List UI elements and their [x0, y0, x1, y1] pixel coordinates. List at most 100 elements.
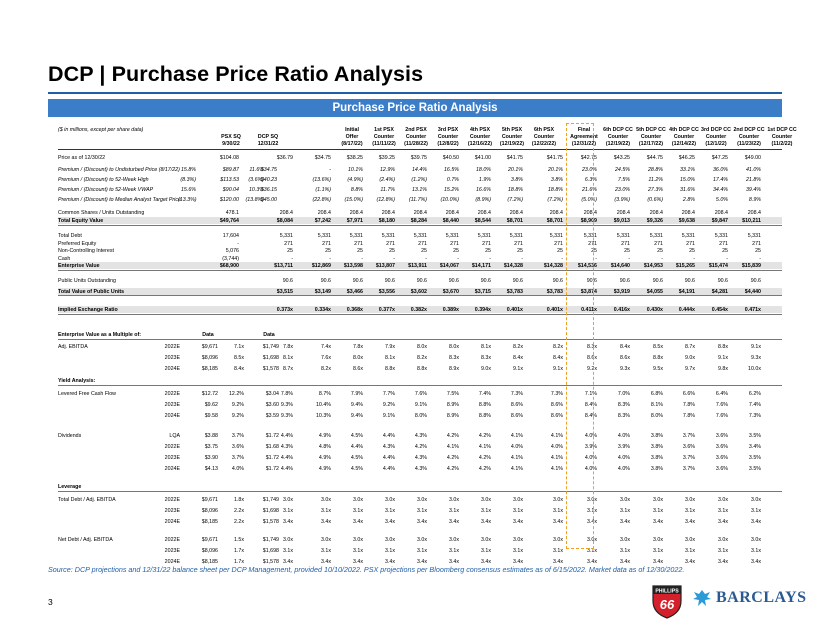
- cell-value: 3.4x: [448, 519, 459, 525]
- column-header: Counter: [640, 134, 662, 140]
- cell-value: 0.7%: [446, 177, 459, 183]
- ev-header-label: Enterprise Value as a Multiple of:: [58, 332, 142, 338]
- cell-value: 25: [722, 248, 728, 254]
- header-rule: [58, 149, 782, 150]
- cell-value: (13.6%): [312, 177, 331, 183]
- dcp-data: $1,578: [262, 559, 279, 565]
- cell-value: 5,331: [317, 233, 331, 239]
- year-label: 2024E: [164, 413, 180, 419]
- psx-metric: 8.5x: [233, 355, 244, 361]
- column-header: 3rd PSX: [437, 127, 459, 133]
- cell-value: (0.6%): [647, 197, 663, 203]
- cell-value: (12.8%): [376, 197, 395, 203]
- year-label: 2023E: [164, 548, 180, 554]
- dcp-data: $1,578: [262, 519, 279, 525]
- cell-value: 3.4x: [352, 559, 363, 565]
- dcp-data: $1,578: [262, 366, 279, 372]
- cell-value: 5,331: [509, 233, 523, 239]
- cell-value: 24.5%: [614, 167, 630, 173]
- cell-value: 271: [386, 241, 395, 247]
- psx-metric: 9.2%: [231, 413, 244, 419]
- cell-value: 3.4x: [480, 559, 491, 565]
- cell-value: 3.1x: [320, 508, 331, 514]
- cell-value: 90.6: [282, 278, 293, 284]
- cell-value: 3.4x: [320, 559, 331, 565]
- cell-value: 3.0x: [480, 497, 491, 503]
- cell-value: $3,149: [314, 289, 331, 295]
- year-label: 2023E: [164, 355, 180, 361]
- cell-value: 3.4x: [352, 519, 363, 525]
- cell-value: 5,331: [445, 233, 459, 239]
- cell-value: 8.2x: [416, 355, 427, 361]
- psx-metric: 3.7%: [231, 455, 244, 461]
- cell-value: (4.9%): [347, 177, 363, 183]
- units-note: ($ in millions, except per share data): [58, 127, 144, 133]
- cell-value: 8.8x: [384, 366, 395, 372]
- cell-value: -: [561, 256, 563, 262]
- column-header: Agreement: [570, 134, 598, 140]
- column-header: 3rd DCP CC: [701, 127, 731, 133]
- cell-value: 39.4%: [745, 187, 761, 193]
- cell-value: 3.4x: [282, 519, 293, 525]
- column-header: Counter: [405, 134, 427, 140]
- cell-value: 3.1x: [352, 548, 363, 554]
- cell-value: 9.3x: [619, 366, 630, 372]
- cell-value: 90.6: [717, 278, 728, 284]
- column-header: DCP SQ: [257, 134, 279, 140]
- dcp-data: $3.59: [265, 413, 279, 419]
- cell-value: 4.9%: [318, 466, 331, 472]
- barclays-logo: BARCLAYS: [692, 588, 807, 608]
- cell-value: $9,326: [646, 218, 663, 224]
- cell-value: 3.0x: [717, 537, 728, 543]
- cell-value: 8.8x: [652, 355, 663, 361]
- row-label: Premium / (Discount) to Undisturbed Pric…: [58, 167, 180, 173]
- cell-value: 15.0%: [679, 177, 695, 183]
- cell-value: 208.4: [583, 210, 597, 216]
- cell-value: 3.1x: [586, 508, 597, 514]
- cell-value: 4.3%: [414, 433, 427, 439]
- cell-value: 271: [686, 241, 695, 247]
- cell-value: 8.2x: [320, 366, 331, 372]
- page-number: 3: [48, 597, 53, 607]
- cell-value: 3.0x: [684, 497, 695, 503]
- cell-value: 3.6%: [715, 455, 728, 461]
- cell-value: 3.1x: [448, 508, 459, 514]
- dcp-data: $1.68: [265, 444, 279, 450]
- dcp-ref: $36.15: [260, 187, 277, 193]
- cell-value: 3.4x: [619, 519, 630, 525]
- cell-value: 8.6%: [510, 402, 523, 408]
- cell-value: 0.444x: [678, 307, 695, 313]
- cell-value: (22.8%): [312, 197, 331, 203]
- cell-value: 9.1x: [512, 366, 523, 372]
- cell-value: 3.1x: [586, 548, 597, 554]
- cell-value: 271: [450, 241, 459, 247]
- cell-value: 208.4: [317, 210, 331, 216]
- rule: [58, 314, 782, 315]
- cell-value: 7.3%: [550, 391, 563, 397]
- cell-value: 3.1x: [512, 548, 523, 554]
- cell-value: 25: [389, 248, 395, 254]
- cell-value: 5,331: [549, 233, 563, 239]
- cell-value: 4.0%: [617, 433, 630, 439]
- cell-value: 6.4%: [715, 391, 728, 397]
- cell-value: 16.6%: [475, 187, 491, 193]
- cell-value: 3.5%: [748, 466, 761, 472]
- cell-value: 3.8%: [510, 177, 523, 183]
- psx-pct: 10.3%: [248, 187, 264, 193]
- cell-value: $8,544: [474, 218, 491, 224]
- cell-value: 3.4x: [717, 559, 728, 565]
- cell-value: 8.8x: [416, 366, 427, 372]
- cell-value: 8.9%: [748, 197, 761, 203]
- cell-value: $9,013: [613, 218, 630, 224]
- cell-value: 5,331: [714, 233, 728, 239]
- cell-value: 5,331: [616, 233, 630, 239]
- cell-value: 9.8x: [717, 366, 728, 372]
- cell-value: 3.1x: [448, 548, 459, 554]
- cell-value: 7.8%: [280, 391, 293, 397]
- cell-value: 3.4x: [619, 559, 630, 565]
- cell-value: 4.4%: [382, 455, 395, 461]
- cell-value: $14,640: [610, 263, 630, 269]
- cell-value: 4.4%: [382, 433, 395, 439]
- cell-value: 208.4: [413, 210, 427, 216]
- cell-value: 3.8%: [650, 455, 663, 461]
